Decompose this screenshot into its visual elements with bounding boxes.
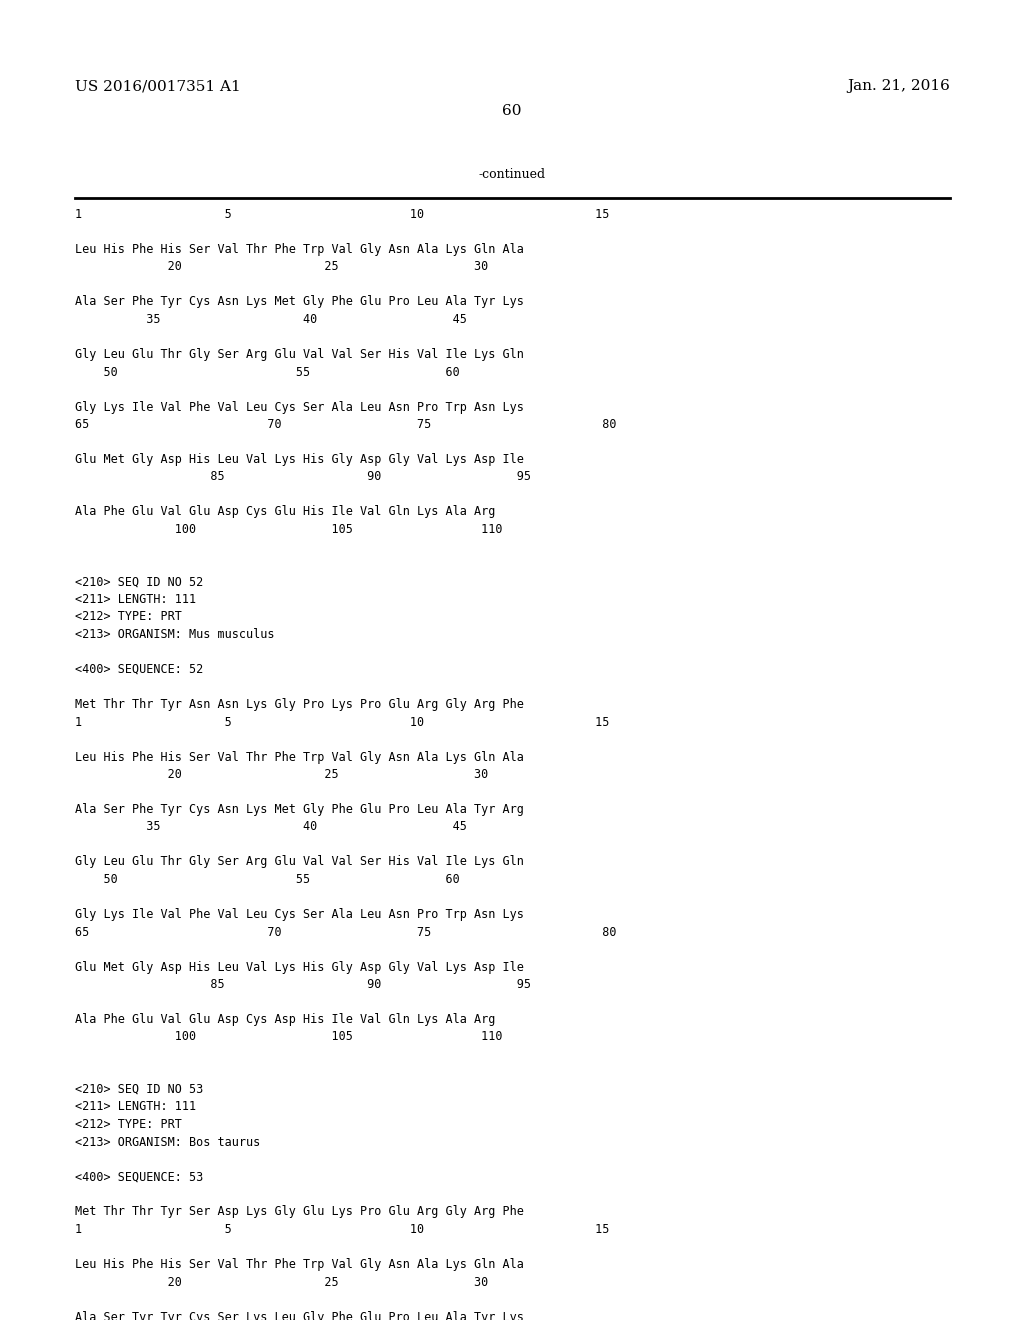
Text: 1                    5                         10                        15: 1 5 10 15 <box>75 209 609 220</box>
Text: Ala Phe Glu Val Glu Asp Cys Asp His Ile Val Gln Lys Ala Arg: Ala Phe Glu Val Glu Asp Cys Asp His Ile … <box>75 1012 496 1026</box>
Text: 20                    25                   30: 20 25 30 <box>75 1275 488 1288</box>
Text: Met Thr Thr Tyr Ser Asp Lys Gly Glu Lys Pro Glu Arg Gly Arg Phe: Met Thr Thr Tyr Ser Asp Lys Gly Glu Lys … <box>75 1205 524 1218</box>
Text: Gly Lys Ile Val Phe Val Leu Cys Ser Ala Leu Asn Pro Trp Asn Lys: Gly Lys Ile Val Phe Val Leu Cys Ser Ala … <box>75 908 524 921</box>
Text: 60: 60 <box>502 104 522 117</box>
Text: 20                    25                   30: 20 25 30 <box>75 260 488 273</box>
Text: 35                    40                   45: 35 40 45 <box>75 821 467 833</box>
Text: 50                         55                   60: 50 55 60 <box>75 873 460 886</box>
Text: <212> TYPE: PRT: <212> TYPE: PRT <box>75 610 182 623</box>
Text: <210> SEQ ID NO 53: <210> SEQ ID NO 53 <box>75 1082 203 1096</box>
Text: Leu His Phe His Ser Val Thr Phe Trp Val Gly Asn Ala Lys Gln Ala: Leu His Phe His Ser Val Thr Phe Trp Val … <box>75 1258 524 1271</box>
Text: Jan. 21, 2016: Jan. 21, 2016 <box>847 79 950 92</box>
Text: <213> ORGANISM: Mus musculus: <213> ORGANISM: Mus musculus <box>75 628 274 642</box>
Text: 50                         55                   60: 50 55 60 <box>75 366 460 379</box>
Text: 100                   105                  110: 100 105 110 <box>75 523 503 536</box>
Text: Glu Met Gly Asp His Leu Val Lys His Gly Asp Gly Val Lys Asp Ile: Glu Met Gly Asp His Leu Val Lys His Gly … <box>75 961 524 974</box>
Text: <210> SEQ ID NO 52: <210> SEQ ID NO 52 <box>75 576 203 589</box>
Text: 65                         70                   75                        80: 65 70 75 80 <box>75 925 616 939</box>
Text: Glu Met Gly Asp His Leu Val Lys His Gly Asp Gly Val Lys Asp Ile: Glu Met Gly Asp His Leu Val Lys His Gly … <box>75 453 524 466</box>
Text: <212> TYPE: PRT: <212> TYPE: PRT <box>75 1118 182 1131</box>
Text: 85                    90                   95: 85 90 95 <box>75 978 531 991</box>
Text: <211> LENGTH: 111: <211> LENGTH: 111 <box>75 1101 197 1114</box>
Text: Leu His Phe His Ser Val Thr Phe Trp Val Gly Asn Ala Lys Gln Ala: Leu His Phe His Ser Val Thr Phe Trp Val … <box>75 243 524 256</box>
Text: <400> SEQUENCE: 52: <400> SEQUENCE: 52 <box>75 663 203 676</box>
Text: Gly Lys Ile Val Phe Val Leu Cys Ser Ala Leu Asn Pro Trp Asn Lys: Gly Lys Ile Val Phe Val Leu Cys Ser Ala … <box>75 400 524 413</box>
Text: Met Thr Thr Tyr Asn Asn Lys Gly Pro Lys Pro Glu Arg Gly Arg Phe: Met Thr Thr Tyr Asn Asn Lys Gly Pro Lys … <box>75 698 524 711</box>
Text: 20                    25                   30: 20 25 30 <box>75 768 488 781</box>
Text: <211> LENGTH: 111: <211> LENGTH: 111 <box>75 593 197 606</box>
Text: Gly Leu Glu Thr Gly Ser Arg Glu Val Val Ser His Val Ile Lys Gln: Gly Leu Glu Thr Gly Ser Arg Glu Val Val … <box>75 855 524 869</box>
Text: Gly Leu Glu Thr Gly Ser Arg Glu Val Val Ser His Val Ile Lys Gln: Gly Leu Glu Thr Gly Ser Arg Glu Val Val … <box>75 348 524 360</box>
Text: 35                    40                   45: 35 40 45 <box>75 313 467 326</box>
Text: 65                         70                   75                        80: 65 70 75 80 <box>75 418 616 432</box>
Text: 85                    90                   95: 85 90 95 <box>75 470 531 483</box>
Text: Ala Ser Phe Tyr Cys Asn Lys Met Gly Phe Glu Pro Leu Ala Tyr Arg: Ala Ser Phe Tyr Cys Asn Lys Met Gly Phe … <box>75 803 524 816</box>
Text: 100                   105                  110: 100 105 110 <box>75 1031 503 1044</box>
Text: 1                    5                         10                        15: 1 5 10 15 <box>75 1224 609 1236</box>
Text: <400> SEQUENCE: 53: <400> SEQUENCE: 53 <box>75 1171 203 1184</box>
Text: Leu His Phe His Ser Val Thr Phe Trp Val Gly Asn Ala Lys Gln Ala: Leu His Phe His Ser Val Thr Phe Trp Val … <box>75 751 524 763</box>
Text: <213> ORGANISM: Bos taurus: <213> ORGANISM: Bos taurus <box>75 1135 260 1148</box>
Text: Ala Ser Tyr Tyr Cys Ser Lys Leu Gly Phe Glu Pro Leu Ala Tyr Lys: Ala Ser Tyr Tyr Cys Ser Lys Leu Gly Phe … <box>75 1311 524 1320</box>
Text: Ala Ser Phe Tyr Cys Asn Lys Met Gly Phe Glu Pro Leu Ala Tyr Lys: Ala Ser Phe Tyr Cys Asn Lys Met Gly Phe … <box>75 296 524 309</box>
Text: 1                    5                         10                        15: 1 5 10 15 <box>75 715 609 729</box>
Text: Ala Phe Glu Val Glu Asp Cys Glu His Ile Val Gln Lys Ala Arg: Ala Phe Glu Val Glu Asp Cys Glu His Ile … <box>75 506 496 519</box>
Text: US 2016/0017351 A1: US 2016/0017351 A1 <box>75 79 241 92</box>
Text: -continued: -continued <box>478 168 546 181</box>
